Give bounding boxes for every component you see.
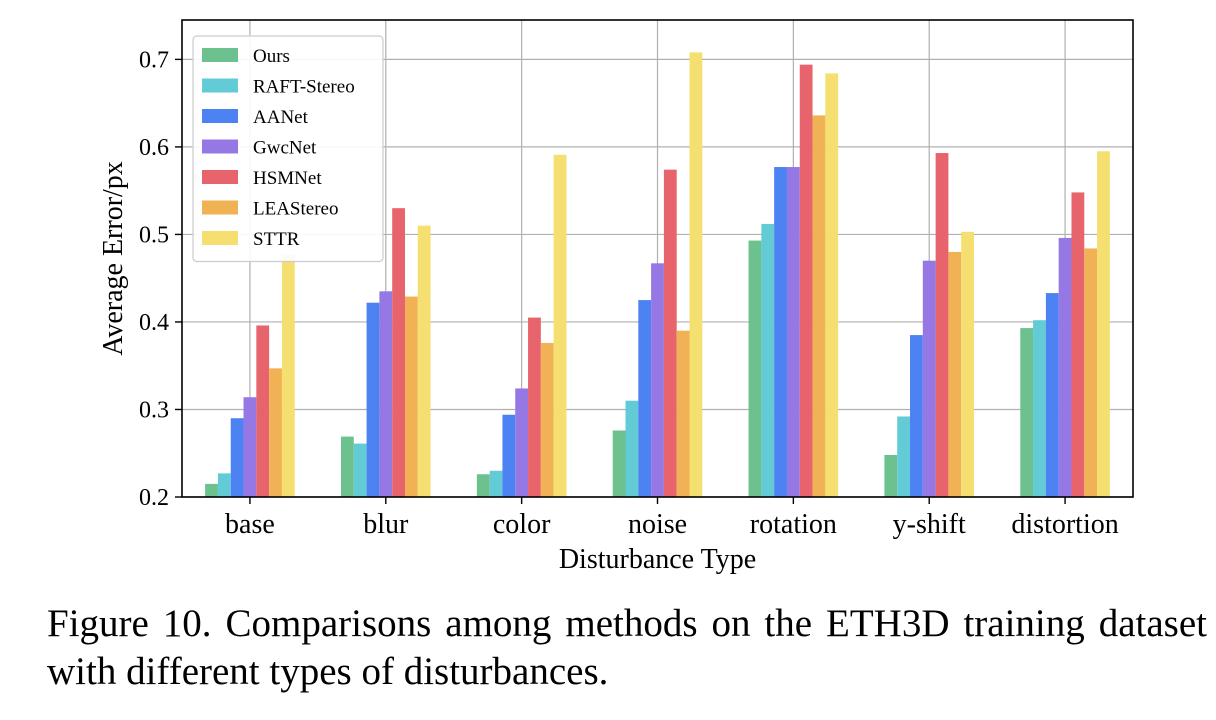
x-tick-label: noise [628, 509, 687, 540]
legend-swatch [202, 200, 238, 215]
x-tick-label: rotation [750, 509, 837, 540]
legend-label: LEAStereo [253, 199, 338, 220]
x-tick-label: base [225, 509, 275, 540]
bar [528, 317, 541, 497]
bar [774, 167, 787, 498]
bar [1084, 248, 1098, 497]
legend-swatch [202, 48, 238, 62]
bar [748, 240, 762, 497]
x-tick-label: distortion [1011, 509, 1118, 540]
y-tick-label: 0.7 [139, 47, 169, 73]
bar [935, 153, 949, 498]
bar [217, 473, 231, 497]
bar [281, 254, 295, 497]
x-axis-label: Disturbance Type [559, 544, 756, 575]
x-tick-label: blur [363, 509, 409, 540]
y-tick-label: 0.5 [139, 222, 169, 248]
legend: Ours RAFT-Stereo AANet GwcNet HSMNet LEAStere… [192, 35, 384, 263]
bar [825, 73, 839, 498]
legend-swatch [202, 231, 238, 245]
legend-swatch [202, 139, 238, 154]
legend-label: Ours [253, 46, 290, 67]
bar [230, 418, 244, 497]
bar [353, 443, 367, 497]
bars [205, 52, 1110, 498]
bar [476, 474, 490, 497]
bar [663, 169, 677, 497]
bar [417, 225, 431, 497]
bar [910, 335, 923, 497]
y-tick-label: 0.2 [139, 485, 169, 511]
legend-box [192, 35, 384, 263]
legend-swatch [202, 78, 238, 93]
bar-chart: 0.2 0.3 0.4 0.5 0.6 0.7 base blur color noise rota… [98, 19, 1134, 575]
bar [553, 154, 567, 497]
y-tick-label: 0.6 [139, 135, 169, 161]
bar [340, 436, 354, 497]
bar [1058, 237, 1072, 497]
x-tick-label: y-shift [893, 509, 966, 540]
bar [638, 300, 652, 497]
bar [799, 64, 813, 498]
bar [961, 231, 975, 497]
bar [651, 263, 664, 497]
bar [515, 388, 529, 497]
x-tick-label: color [493, 509, 551, 540]
legend-swatch [202, 109, 238, 123]
bar [786, 167, 800, 498]
legend-label: GwcNet [253, 138, 317, 159]
legend-label: RAFT-Stereo [253, 77, 355, 98]
bar [269, 368, 282, 497]
bar [1045, 293, 1059, 497]
bar [1097, 151, 1110, 497]
y-tick-label: 0.4 [139, 310, 169, 336]
bar [366, 302, 380, 497]
bar [812, 115, 826, 498]
bar [948, 251, 962, 497]
legend-label: HSMNet [253, 168, 322, 189]
bar [884, 454, 898, 497]
bar [502, 414, 516, 497]
bar [676, 330, 690, 497]
figure-caption: Figure 10. Comparisons among methods on … [47, 602, 1207, 693]
bar [1020, 328, 1034, 497]
legend-label: AANet [253, 107, 309, 128]
bar [489, 470, 503, 497]
bar [897, 416, 911, 497]
y-tick-label: 0.3 [139, 397, 169, 423]
legend-swatch [202, 170, 238, 184]
bar [392, 208, 405, 497]
bar [1071, 192, 1085, 498]
bar [205, 483, 218, 497]
bar [689, 52, 703, 498]
bar [540, 342, 554, 497]
bar [256, 325, 270, 497]
bar [625, 400, 639, 497]
tick-labels: 0.2 0.3 0.4 0.5 0.6 0.7 base blur color noise rota… [139, 47, 1119, 540]
bar [761, 223, 775, 497]
bar [243, 397, 257, 497]
y-axis-label: Average Error/px [98, 161, 129, 356]
legend-label: STTR [253, 229, 300, 250]
bar [1033, 320, 1046, 497]
bar [922, 260, 936, 497]
bar [404, 296, 418, 497]
bar [379, 291, 393, 497]
bar [612, 430, 626, 497]
